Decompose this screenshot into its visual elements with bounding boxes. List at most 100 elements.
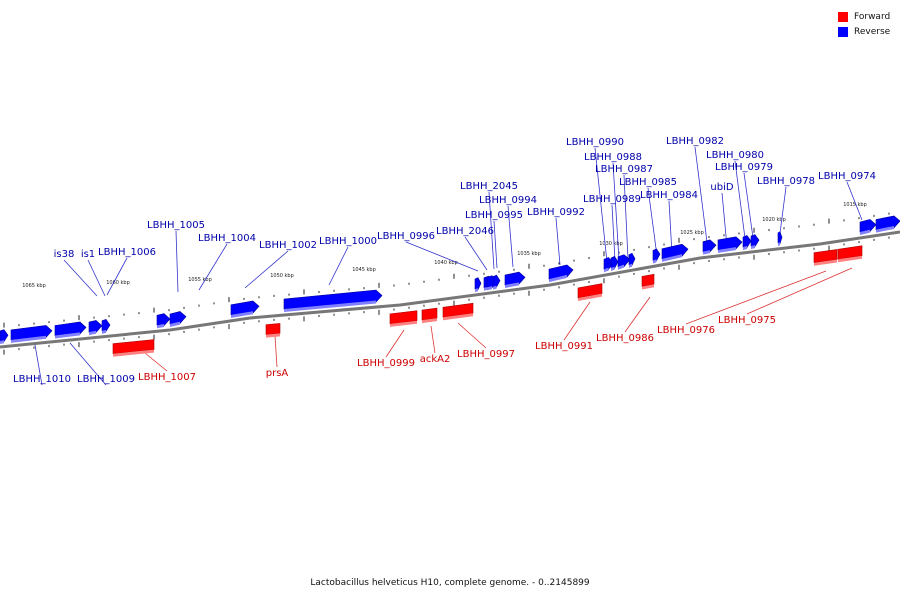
gene-glyph-ubid [717,236,743,253]
leader-line-lbhh-0986 [624,296,651,333]
leader-line-lbhh-0975 [746,267,853,315]
tick-marks [3,212,890,355]
gene-shadow [604,267,609,273]
gene-label-lbhh-0992: LBHH_0992 [527,207,585,218]
gene-shadow [778,242,780,246]
gene-shadow [493,285,497,290]
leader-line-is38 [63,259,98,297]
gene-label-lbhh-0984: LBHH_0984 [640,190,698,201]
gene-label-lbhh-0989: LBHH_0989 [583,194,641,205]
gene-glyph-lbhh-0976 [813,249,838,266]
gene-shadow [549,274,567,283]
gene-label-lbhh-0997: LBHH_0997 [457,349,515,360]
leader-line-lbhh-0980 [734,160,747,247]
gene-shadow [284,300,376,313]
gene-body [617,254,631,268]
gene-label-lbhh-0985: LBHH_0985 [619,177,677,188]
gene-label-lbhh-0982: LBHH_0982 [666,136,724,147]
gene-glyph-is38 [54,321,87,339]
leader-line-lbhh-1009 [69,342,107,386]
scale-labels: 1065 kbp 1060 kbp 1055 kbp 1050 kbp 1045 kbp… [22,202,867,289]
gene-body [474,277,482,290]
leader-line-lbhh-2045 [488,191,495,270]
genome-caption: Lactobacillus helveticus H10, complete g… [310,578,590,588]
gene-shadow [703,250,710,255]
leader-line-lbhh-0994 [507,205,514,268]
scale-label: 1040 kbp [434,260,458,266]
gene-label-ubid: ubiD [710,182,733,193]
gene-shadow [0,340,4,344]
leader-line-lbhh-0985 [647,187,658,257]
gene-body [10,325,53,341]
gene-glyph-lbhh-0989 [610,256,619,272]
gene-glyph-lbhh-0984 [661,243,689,262]
gene-glyph-lbhh-0987 [628,252,636,268]
gene-glyph-lbhh-0992 [548,264,574,283]
gene-shadow [113,349,154,357]
leader-line-lbhh-0991 [563,301,591,341]
gene-label-lbhh-0974: LBHH_0974 [818,171,876,182]
leader-line-lbhh-0984 [668,200,673,255]
gene-body [859,219,877,233]
forward-swatch [838,11,848,22]
leader-line-lbhh-1000 [328,246,349,286]
gene-features [0,215,900,357]
gene-glyph-lbhh-0991 [577,283,603,301]
leader-line-lbhh-0976 [685,270,827,325]
gene-label-lbhh-0999: LBHH_0999 [357,358,415,369]
legend-reverse: Reverse [838,24,890,39]
gene-glyph-prsa [265,323,281,338]
reverse-swatch [838,26,848,37]
leader-line-lbhh-1002 [244,250,289,289]
scale-label: 1035 kbp [517,251,541,257]
gene-glyph-lbhh-0996 [474,277,482,292]
leader-line-lbhh-0987 [623,174,629,260]
legend-forward: Forward [838,9,890,24]
leader-line-lbhh-1010 [34,344,43,386]
gene-glyph-lbhh-1010 [0,329,9,344]
scale-label: 1060 kbp [106,280,130,286]
gene-label-lbhh-1002: LBHH_1002 [259,240,317,251]
scale-label: 1030 kbp [599,241,623,247]
gene-shadow [231,311,253,318]
gene-body [101,319,111,332]
gene-glyph-lbhh-0985 [652,248,661,264]
gene-shadow [266,333,280,338]
genome-backbone [0,230,900,349]
leader-line-lbhh-0988 [612,162,620,261]
gene-body [504,271,526,286]
gene-shadow [443,313,473,321]
gene-body [265,323,281,335]
gene-glyph-lbhh-1005 [156,313,171,329]
gene-body [54,321,87,336]
gene-glyph-lbhh-0980 [742,235,752,250]
gene-label-lbhh-0991: LBHH_0991 [535,341,593,352]
scale-label: 1045 kbp [352,267,376,273]
leader-line-is1 [87,259,106,297]
gene-shadow [487,286,492,291]
gene-glyph-lbhh-1002 [230,300,260,318]
gene-label-is1: is1 [81,249,95,260]
gene-label-acka2: ackA2 [420,354,451,365]
gene-shadow [876,226,894,233]
leader-line-lbhh-0996 [405,241,479,272]
leader-line-lbhh-0995 [493,220,498,269]
leader-line-lbhh-1005 [175,230,179,293]
scale-label: 1020 kbp [762,217,786,223]
gene-body [742,235,752,248]
gene-shadow [653,259,657,264]
gene-label-lbhh-1009: LBHH_1009 [77,374,135,385]
gene-glyph-lbhh-1006 [101,319,111,334]
gene-body [652,248,661,262]
scale-label: 1025 kbp [680,230,704,236]
gene-body [628,252,636,266]
leader-line-lbhh-1006 [106,257,128,296]
gene-glyph-lbhh-0997 [442,302,474,321]
gene-glyph-lbhh-1000 [283,289,383,313]
gene-label-lbhh-0986: LBHH_0986 [596,333,654,344]
gene-label-lbhh-1005: LBHH_1005 [147,220,205,231]
gene-label-lbhh-1007: LBHH_1007 [138,372,196,383]
gene-shadow [11,335,46,343]
gene-label-lbhh-2046: LBHH_2046 [436,226,494,237]
leader-line-lbhh-0992 [555,217,561,266]
